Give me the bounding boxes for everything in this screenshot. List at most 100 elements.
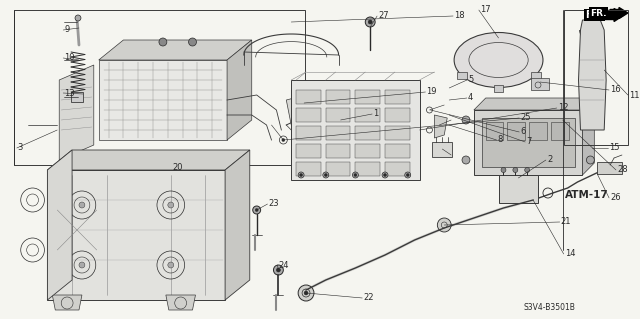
Text: 22: 22 <box>364 293 374 302</box>
Polygon shape <box>286 95 316 125</box>
Bar <box>385 108 410 122</box>
Circle shape <box>323 172 329 178</box>
Circle shape <box>304 291 308 295</box>
Bar <box>71 92 83 102</box>
Text: 1: 1 <box>373 109 378 118</box>
Text: 25: 25 <box>520 114 531 122</box>
Circle shape <box>382 172 388 178</box>
Text: 15: 15 <box>609 144 620 152</box>
Bar <box>355 126 380 140</box>
Circle shape <box>159 38 167 46</box>
Circle shape <box>404 172 411 178</box>
Circle shape <box>255 209 258 211</box>
Bar <box>493 85 504 92</box>
Bar <box>474 110 582 175</box>
Circle shape <box>276 268 280 272</box>
Polygon shape <box>99 60 227 140</box>
Circle shape <box>168 262 173 268</box>
Bar <box>564 10 628 145</box>
Polygon shape <box>60 65 94 160</box>
Circle shape <box>324 174 327 176</box>
Bar <box>457 72 467 79</box>
Bar <box>326 126 351 140</box>
Bar <box>326 108 351 122</box>
Polygon shape <box>166 295 195 310</box>
Text: 13: 13 <box>64 88 75 98</box>
Bar <box>499 175 538 203</box>
Polygon shape <box>435 115 447 138</box>
Text: FR.: FR. <box>590 9 607 18</box>
Text: 2: 2 <box>547 155 552 165</box>
Polygon shape <box>99 40 252 60</box>
Text: 8: 8 <box>497 136 503 145</box>
Polygon shape <box>227 40 252 140</box>
Polygon shape <box>582 98 595 175</box>
Text: 17: 17 <box>480 5 490 14</box>
Circle shape <box>282 138 285 142</box>
Bar <box>584 5 629 25</box>
Circle shape <box>75 15 81 21</box>
Bar <box>326 90 351 104</box>
Text: 21: 21 <box>561 218 572 226</box>
Text: 12: 12 <box>558 103 568 113</box>
Bar <box>482 118 575 167</box>
Text: FR.: FR. <box>586 10 604 20</box>
Circle shape <box>513 167 518 173</box>
Circle shape <box>273 265 284 275</box>
Text: 28: 28 <box>617 166 628 174</box>
Polygon shape <box>474 98 595 110</box>
Circle shape <box>501 167 506 173</box>
Text: 5: 5 <box>468 76 473 85</box>
Circle shape <box>354 174 357 176</box>
Circle shape <box>189 38 196 46</box>
Text: 14: 14 <box>564 249 575 258</box>
Bar <box>14 10 305 165</box>
Bar <box>291 80 420 180</box>
Text: 9: 9 <box>64 26 69 34</box>
Text: 20: 20 <box>173 164 183 173</box>
Polygon shape <box>52 295 82 310</box>
Circle shape <box>586 116 595 124</box>
Text: 3: 3 <box>18 144 23 152</box>
Text: 6: 6 <box>520 128 525 137</box>
Circle shape <box>298 172 304 178</box>
Circle shape <box>525 167 530 173</box>
Text: 24: 24 <box>278 261 289 270</box>
Circle shape <box>406 174 409 176</box>
Text: 10: 10 <box>64 54 75 63</box>
Bar <box>47 170 225 300</box>
Bar <box>433 142 452 157</box>
Circle shape <box>353 172 358 178</box>
Bar <box>355 108 380 122</box>
Bar <box>531 78 549 90</box>
Text: 19: 19 <box>426 87 437 97</box>
Text: 7: 7 <box>526 137 532 146</box>
Text: 23: 23 <box>269 199 279 209</box>
Polygon shape <box>47 150 250 170</box>
Bar <box>326 144 351 158</box>
Bar <box>355 162 380 176</box>
Circle shape <box>462 116 470 124</box>
Circle shape <box>79 262 85 268</box>
Circle shape <box>586 156 595 164</box>
Bar <box>296 90 321 104</box>
Circle shape <box>383 174 387 176</box>
Circle shape <box>253 206 260 214</box>
Bar <box>551 122 569 140</box>
Polygon shape <box>47 150 72 300</box>
Circle shape <box>300 174 303 176</box>
Text: 27: 27 <box>378 11 388 20</box>
Text: 16: 16 <box>610 85 621 94</box>
Circle shape <box>437 218 451 232</box>
Circle shape <box>79 202 85 208</box>
Bar <box>531 72 541 79</box>
Circle shape <box>298 285 314 301</box>
Bar <box>355 90 380 104</box>
Bar <box>385 162 410 176</box>
Circle shape <box>365 17 375 27</box>
Bar <box>296 144 321 158</box>
Bar <box>326 162 351 176</box>
Bar <box>296 108 321 122</box>
FancyArrow shape <box>602 9 624 21</box>
Bar <box>508 122 525 140</box>
